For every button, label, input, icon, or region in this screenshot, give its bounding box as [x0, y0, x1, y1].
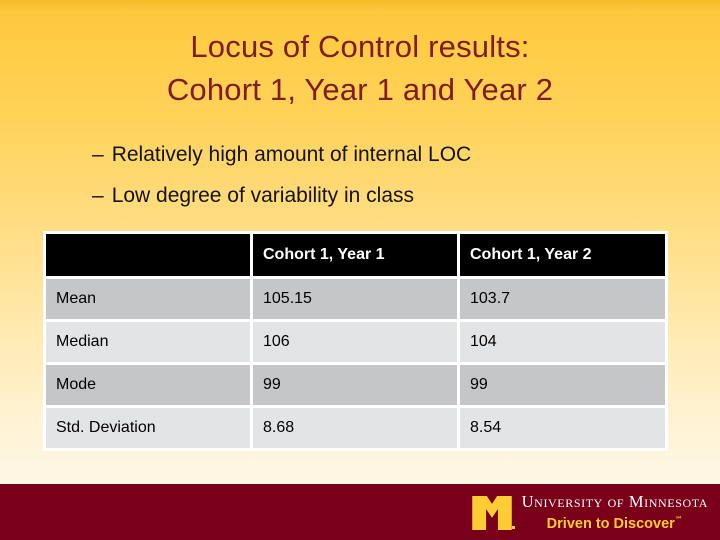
row-label: Median — [46, 322, 250, 362]
cell-value: 106 — [253, 322, 457, 362]
table-corner-cell — [46, 234, 250, 276]
umn-block-m-logo-icon — [471, 496, 515, 531]
tagline-text: Driven to Discover℠ — [547, 511, 683, 533]
cell-value: 99 — [253, 365, 457, 405]
cell-value: 104 — [460, 322, 665, 362]
slide-title-line1: Locus of Control results: — [190, 29, 530, 64]
slide-title: Locus of Control results: Cohort 1, Year… — [0, 25, 720, 111]
bullet-list: – Relatively high amount of internal LOC … — [92, 143, 471, 225]
cell-value: 103.7 — [460, 279, 665, 319]
bullet-item: – Low degree of variability in class — [92, 184, 471, 208]
bullet-dash: – — [92, 143, 104, 166]
row-label: Mode — [46, 365, 250, 405]
service-mark: ℠ — [674, 515, 683, 524]
row-label: Std. Deviation — [46, 408, 250, 448]
bullet-text: Relatively high amount of internal LOC — [111, 143, 472, 166]
cell-value: 105.15 — [253, 279, 457, 319]
university-name-text: University of Minnesota — [521, 492, 708, 511]
cell-value: 8.54 — [460, 408, 665, 448]
table-header-cohort1-year1: Cohort 1, Year 1 — [253, 234, 457, 276]
umn-brand-lockup: University of Minnesota Driven to Discov… — [471, 492, 708, 533]
bullet-item: – Relatively high amount of internal LOC — [92, 143, 471, 167]
stats-table: Cohort 1, Year 1 Cohort 1, Year 2 Mean 1… — [43, 231, 668, 451]
slide-title-line2: Cohort 1, Year 1 and Year 2 — [166, 72, 554, 107]
tagline-label: Driven to Discover — [546, 515, 675, 532]
table-header-row: Cohort 1, Year 1 Cohort 1, Year 2 — [46, 234, 665, 276]
table-row-std-deviation: Std. Deviation 8.68 8.54 — [46, 408, 665, 448]
umn-wordmark: University of Minnesota Driven to Discov… — [521, 492, 708, 533]
table-row-mode: Mode 99 99 — [46, 365, 665, 405]
bullet-text: Low degree of variability in class — [111, 184, 415, 207]
bullet-dash: – — [92, 184, 104, 207]
registered-mark-dot — [511, 526, 515, 530]
cell-value: 8.68 — [253, 408, 457, 448]
table-header-cohort1-year2: Cohort 1, Year 2 — [460, 234, 665, 276]
footer-brand-bar: University of Minnesota Driven to Discov… — [0, 484, 720, 540]
cell-value: 99 — [460, 365, 665, 405]
table-row-mean: Mean 105.15 103.7 — [46, 279, 665, 319]
table-row-median: Median 106 104 — [46, 322, 665, 362]
row-label: Mean — [46, 279, 250, 319]
